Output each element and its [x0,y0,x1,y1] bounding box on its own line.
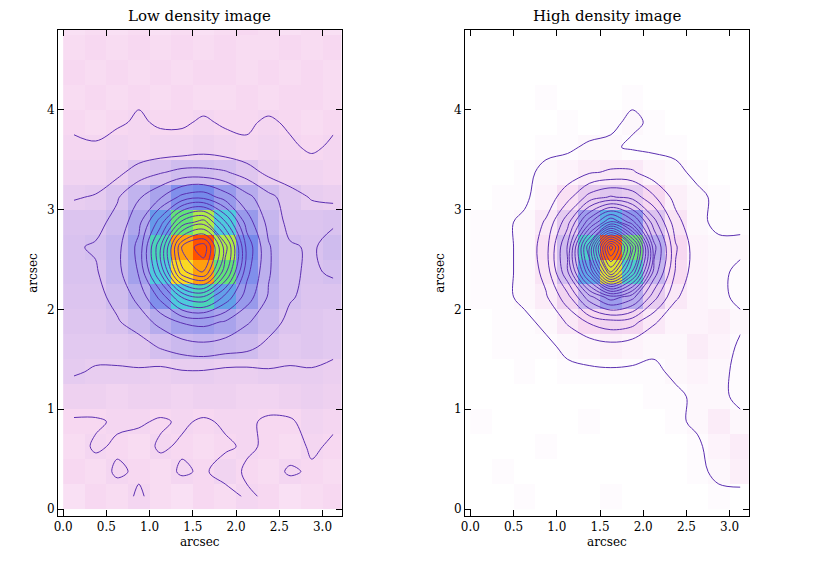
svg-text:0.5: 0.5 [504,520,523,534]
svg-text:2.0: 2.0 [227,520,246,534]
svg-text:3.0: 3.0 [313,520,332,534]
svg-text:arcsec: arcsec [433,253,447,293]
svg-text:4: 4 [47,103,55,117]
svg-text:arcsec: arcsec [180,535,220,549]
svg-text:0.0: 0.0 [54,520,73,534]
svg-text:0: 0 [454,502,462,516]
svg-text:1.0: 1.0 [140,520,159,534]
svg-text:arcsec: arcsec [26,253,40,293]
svg-text:3: 3 [47,203,55,217]
svg-text:3: 3 [454,203,462,217]
svg-text:4: 4 [454,103,462,117]
svg-text:0: 0 [47,502,55,516]
svg-text:2.5: 2.5 [270,520,289,534]
svg-text:2.0: 2.0 [634,520,653,534]
svg-text:arcsec: arcsec [587,535,627,549]
svg-text:1: 1 [47,402,55,416]
svg-text:3.0: 3.0 [720,520,739,534]
svg-text:1.5: 1.5 [183,520,202,534]
svg-text:0.0: 0.0 [461,520,480,534]
svg-text:1.5: 1.5 [590,520,609,534]
svg-text:2: 2 [47,303,55,317]
svg-text:1: 1 [454,402,462,416]
svg-text:2.5: 2.5 [677,520,696,534]
svg-text:2: 2 [454,303,462,317]
svg-text:1.0: 1.0 [547,520,566,534]
svg-text:High density image: High density image [533,7,681,25]
svg-text:0.5: 0.5 [97,520,116,534]
svg-text:Low density image: Low density image [128,7,271,25]
